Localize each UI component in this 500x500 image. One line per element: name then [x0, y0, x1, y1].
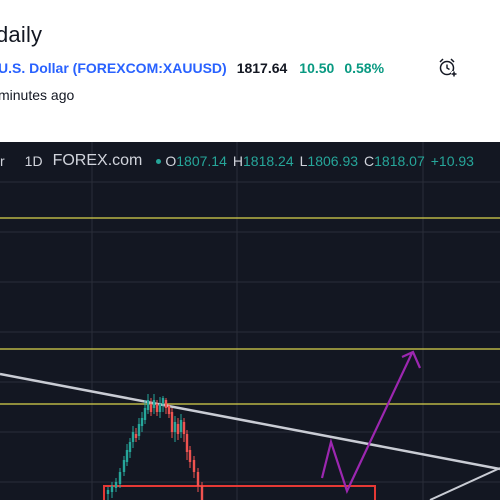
legend-close: 1818.07	[374, 153, 425, 169]
legend-source: FOREX.com	[52, 152, 143, 169]
idea-header: daily U.S. Dollar (FOREXCOM:XAUUSD) 1817…	[0, 0, 500, 142]
candle-body	[146, 400, 150, 410]
candle-body	[188, 450, 192, 462]
legend-open-key: O	[165, 153, 177, 169]
candle-body	[152, 400, 156, 408]
candle-body	[134, 434, 138, 438]
alarm-clock-plus-icon[interactable]	[437, 56, 459, 78]
last-price: 1817.64	[236, 60, 288, 76]
ohlc-legend: r 1D FOREX.com O 1807.14 H 1818.24 L 180…	[0, 151, 474, 171]
candle-body	[167, 406, 171, 414]
price-chart[interactable]: r 1D FOREX.com O 1807.14 H 1818.24 L 180…	[0, 142, 500, 500]
legend-low-key: L	[299, 153, 308, 169]
chart-grid	[0, 142, 500, 500]
candle-body	[173, 422, 177, 432]
legend-open: 1807.14	[176, 153, 227, 169]
candle-body	[185, 434, 189, 452]
candle-body	[110, 486, 114, 492]
legend-high-key: H	[232, 153, 243, 169]
candle-body	[114, 482, 118, 488]
legend-high: 1818.24	[243, 153, 294, 169]
candle-body	[125, 450, 129, 462]
legend-low: 1806.93	[307, 153, 359, 169]
legend-timeframe[interactable]: 1D	[24, 153, 43, 169]
symbol-link[interactable]: U.S. Dollar (FOREXCOM:XAUUSD)	[0, 60, 227, 76]
candle-body	[176, 424, 180, 434]
price-change: 10.50	[299, 60, 335, 76]
horizontal-levels	[0, 217, 500, 405]
candle-body	[128, 442, 132, 452]
candlesticks	[106, 394, 204, 500]
candle-body	[196, 472, 200, 486]
candle-body	[122, 460, 126, 472]
candle-body	[137, 424, 141, 436]
candle-body	[164, 400, 168, 408]
ascending-trendline	[429, 467, 500, 500]
candle-body	[182, 422, 186, 434]
candle-body	[131, 432, 135, 442]
candle-body	[106, 490, 110, 494]
candle-body	[161, 398, 165, 404]
chart-canvas	[0, 142, 500, 500]
market-status-dot	[156, 158, 162, 164]
candle-body	[158, 404, 162, 412]
candle-body	[192, 460, 196, 472]
projection-arrowhead	[401, 350, 422, 369]
posted-time: minutes ago	[0, 87, 75, 103]
candle-body	[155, 404, 159, 412]
descending-trendline	[0, 372, 500, 471]
candle-body	[200, 486, 204, 500]
idea-title: daily	[0, 22, 43, 47]
symbol-row: U.S. Dollar (FOREXCOM:XAUUSD) 1817.64 10…	[0, 58, 384, 78]
projection-path	[320, 352, 413, 494]
legend-symbol[interactable]: r	[0, 153, 5, 169]
candle-body	[179, 420, 183, 432]
candle-body	[140, 418, 144, 426]
legend-close-key: C	[364, 153, 375, 169]
candle-body	[170, 412, 174, 432]
support-zone-box	[103, 485, 376, 500]
legend-change: +10.93	[430, 153, 474, 169]
candle-body	[143, 408, 147, 420]
price-change-percent: 0.58%	[344, 60, 385, 76]
candle-body	[118, 472, 122, 484]
candle-body	[149, 404, 153, 412]
